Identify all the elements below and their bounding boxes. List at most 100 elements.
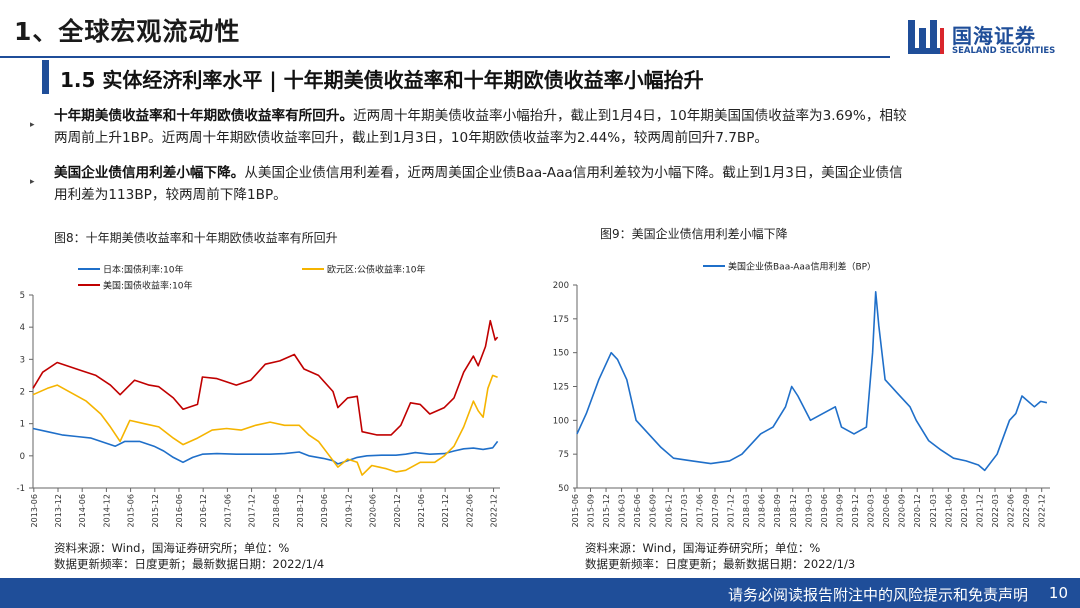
legend-label-0: 美国企业债Baa-Aaa信用利差（BP）: [728, 261, 876, 273]
page-number: 10: [1048, 584, 1068, 602]
y-tick-label: 150: [553, 349, 569, 359]
x-tick-label: 2021-12: [975, 494, 984, 527]
x-tick-label: 2016-06: [633, 494, 642, 527]
y-tick-label: 125: [553, 383, 569, 393]
x-tick-label: 2014-12: [102, 494, 111, 527]
bullet-icon: ▸: [30, 120, 35, 130]
x-tick-label: 2020-12: [913, 494, 922, 527]
bullet-paragraph-2: 美国企业债信用利差小幅下降。从美国企业债信用利差看，近两周美国企业债Baa-Aa…: [54, 162, 1044, 206]
x-tick-label: 2017-06: [223, 494, 232, 527]
x-tick-label: 2015-06: [571, 494, 580, 527]
y-tick-label: -1: [17, 484, 25, 494]
page-subtitle: 1.5 实体经济利率水平 | 十年期美债收益率和十年期欧债收益率小幅抬升: [60, 68, 704, 92]
bullet-1-bold: 十年期美债收益率和十年期欧债收益率有所回升。: [54, 108, 354, 124]
footer-bar: [0, 578, 1080, 608]
x-tick-label: 2017-12: [248, 494, 257, 527]
y-tick-label: 50: [558, 484, 569, 494]
x-tick-label: 2019-12: [344, 494, 353, 527]
figure-9-source: 资料来源：Wind，国海证券研究所；单位：% 数据更新频率：日度更新；最新数据日…: [585, 540, 855, 572]
footer-disclaimer: 请务必阅读报告附注中的风险提示和免责声明: [727, 586, 1028, 604]
x-tick-label: 2016-12: [199, 494, 208, 527]
x-tick-label: 2017-09: [711, 494, 720, 527]
x-tick-label: 2021-12: [441, 494, 450, 527]
x-tick-label: 2017-03: [680, 494, 689, 527]
figure-8-source: 资料来源：Wind，国海证券研究所；单位：% 数据更新频率：日度更新；最新数据日…: [54, 540, 324, 572]
x-tick-label: 2017-06: [695, 494, 704, 527]
x-tick-label: 2016-09: [649, 494, 658, 527]
figure-9-update-line: 数据更新频率：日度更新；最新数据日期：2022/1/3: [585, 557, 856, 571]
x-tick-label: 2019-06: [320, 494, 329, 527]
x-tick-label: 2016-03: [618, 494, 627, 527]
x-tick-label: 2022-06: [465, 494, 474, 527]
y-tick-label: 3: [20, 355, 25, 365]
logo-text-en: SEALAND SECURITIES: [952, 46, 1056, 56]
x-tick-label: 2020-09: [898, 494, 907, 527]
legend-label-1: 欧元区:公债收益率:10年: [327, 264, 426, 276]
x-tick-label: 2014-06: [78, 494, 87, 527]
x-tick-label: 2015-09: [586, 494, 595, 527]
x-tick-label: 2016-12: [664, 494, 673, 527]
legend-label-0: 日本:国债利率:10年: [103, 264, 184, 276]
bullet-2-bold: 美国企业债信用利差小幅下降。: [54, 165, 245, 181]
legend-label-2: 美国:国债收益率:10年: [103, 280, 193, 292]
x-tick-label: 2022-09: [1022, 494, 1031, 527]
x-tick-label: 2018-12: [296, 494, 305, 527]
x-tick-label: 2021-03: [929, 494, 938, 527]
y-tick-label: 200: [553, 281, 569, 291]
brand-logo: 国海证券 SEALAND SECURITIES: [906, 18, 1066, 62]
x-tick-label: 2018-03: [742, 494, 751, 527]
x-tick-label: 2022-06: [1007, 494, 1016, 527]
x-tick-label: 2020-06: [882, 494, 891, 527]
header-divider: [0, 56, 890, 58]
x-tick-label: 2016-06: [175, 494, 184, 527]
chart-bond-yields: -1 0 1 2 3 4 5 2013-06 2013-12 2014-06 2014-12 2015…: [17, 264, 500, 527]
x-tick-label: 2021-06: [417, 494, 426, 527]
bullet-2-line1: 从美国企业债信用利差看，近两周美国企业债Baa-Aaa信用利差较为小幅下降。截止…: [244, 165, 903, 181]
x-tick-label: 2020-12: [393, 494, 402, 527]
y-tick-label: 1: [20, 420, 25, 430]
series-line-2: [32, 319, 499, 436]
x-tick-label: 2019-06: [820, 494, 829, 527]
x-tick-label: 2022-12: [490, 494, 499, 527]
bullet-icon: ▸: [30, 177, 35, 187]
bullet-paragraph-1: 十年期美债收益率和十年期欧债收益率有所回升。近两周十年期美债收益率小幅抬升，截止…: [54, 105, 1044, 149]
x-tick-label: 2013-12: [54, 494, 63, 527]
logo-text-cn: 国海证券: [952, 24, 1036, 48]
y-tick-label: 100: [553, 416, 569, 426]
x-tick-label: 2022-03: [991, 494, 1000, 527]
bullet-2-line2: 用利差为113BP，较两周前下降1BP。: [54, 187, 287, 203]
subtitle-accent-bar: [42, 60, 49, 94]
x-tick-label: 2021-09: [960, 494, 969, 527]
chart-credit-spread: 50 75 100 125 150 175 200 2015-06 2015-09 2015-12…: [553, 261, 1050, 527]
x-tick-label: 2019-03: [804, 494, 813, 527]
figure-8-title: 图8：十年期美债收益率和十年期欧债收益率有所回升: [54, 231, 338, 245]
series-line-0: [32, 427, 499, 465]
y-tick-label: 5: [20, 291, 25, 301]
x-tick-label: 2018-09: [773, 494, 782, 527]
section-title: 1、全球宏观流动性: [14, 17, 241, 46]
x-tick-label: 2018-06: [758, 494, 767, 527]
figure-8-update-line: 数据更新频率：日度更新；最新数据日期：2022/1/4: [54, 557, 325, 571]
figure-9-title: 图9：美国企业债信用利差小幅下降: [600, 227, 788, 241]
x-tick-label: 2013-06: [30, 494, 39, 527]
x-tick-label: 2018-12: [789, 494, 798, 527]
x-tick-label: 2015-12: [602, 494, 611, 527]
series-line-0: [576, 290, 1048, 472]
bullet-1-line1: 近两周十年期美债收益率小幅抬升，截止到1月4日，10年期美国国债收益率为3.69…: [353, 108, 907, 124]
y-tick-label: 0: [20, 452, 25, 462]
y-tick-label: 2: [20, 388, 25, 398]
x-tick-label: 2015-06: [127, 494, 136, 527]
x-tick-label: 2020-06: [369, 494, 378, 527]
y-tick-label: 175: [553, 315, 569, 325]
logo-mark-icon: [908, 20, 944, 54]
x-tick-label: 2018-06: [272, 494, 281, 527]
bullet-1-line2: 两周前上升1BP。近两周十年期欧债收益率回升，截止到1月3日，10年期欧债收益率…: [54, 130, 769, 146]
x-tick-label: 2021-06: [944, 494, 953, 527]
figure-9-source-line: 资料来源：Wind，国海证券研究所；单位：%: [585, 541, 821, 555]
series-line-1: [32, 374, 498, 476]
y-tick-label: 75: [558, 450, 569, 460]
x-tick-label: 2022-12: [1038, 494, 1047, 527]
x-tick-label: 2015-12: [151, 494, 160, 527]
figure-8-source-line: 资料来源：Wind，国海证券研究所；单位：%: [54, 541, 290, 555]
x-tick-label: 2017-12: [727, 494, 736, 527]
